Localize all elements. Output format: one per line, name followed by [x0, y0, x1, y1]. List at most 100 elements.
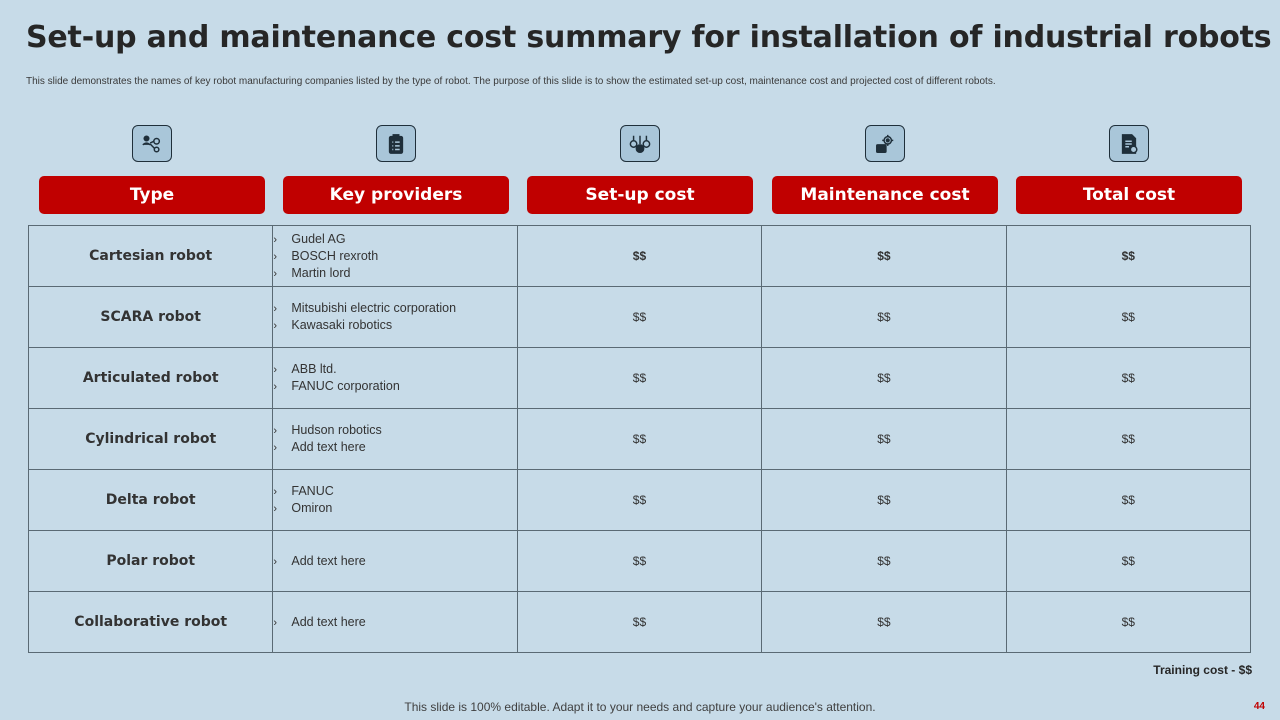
providers-cell: › Gudel AG › BOSCH rexroth › Martin lord [272, 225, 518, 287]
table-row: Collaborative robot › Add text here $$ $$ $$ [27, 591, 1252, 653]
money-balance-icon [620, 125, 660, 162]
header-total-cost: Total cost [1016, 176, 1242, 214]
setup-cost-cell: $$ [516, 225, 763, 287]
total-cost-cell: $$ [1005, 469, 1252, 531]
total-cost-cell: $$ [1005, 286, 1252, 348]
maintenance-cost-cell: $$ [761, 225, 1007, 287]
table-row: Delta robot › FANUC › Omiron $$ $$ $$ [27, 469, 1252, 531]
clipboard-list-icon [376, 125, 416, 162]
provider-name: Martin lord [291, 265, 351, 280]
maintenance-cost-cell: $$ [761, 286, 1007, 348]
providers-cell: › FANUC › Omiron [272, 469, 518, 531]
table-row: Cylindrical robot › Hudson robotics › Add te… [27, 408, 1252, 470]
providers-cell: › Hudson robotics › Add text here [272, 408, 518, 470]
provider-item: › Add text here [273, 439, 516, 456]
robot-type-cell: Collaborative robot [27, 591, 274, 653]
header-setup-cost: Set-up cost [527, 176, 753, 214]
provider-item: › BOSCH rexroth [273, 248, 516, 265]
chevron-right-icon: › [273, 555, 278, 568]
document-money-icon [1109, 125, 1149, 162]
chevron-right-icon: › [273, 486, 278, 498]
providers-list: › Mitsubishi electric corporation › Kawasak… [273, 300, 516, 334]
provider-name: Mitsubishi electric corporation [291, 301, 457, 315]
chevron-right-icon: › [273, 233, 278, 246]
provider-item: › Mitsubishi electric corporation [273, 300, 516, 317]
chevron-right-icon: › [273, 616, 278, 629]
maintenance-cost-cell: $$ [761, 530, 1007, 592]
provider-name: Add text here [291, 440, 366, 454]
setup-cost-cell: $$ [516, 469, 763, 531]
provider-name: FANUC [291, 484, 334, 498]
chevron-right-icon: › [273, 364, 278, 376]
chevron-right-icon: › [273, 425, 278, 437]
maintenance-cost-cell: $$ [761, 408, 1007, 470]
provider-name: Add text here [291, 614, 366, 629]
slide-title: Set-up and maintenance cost summary for … [26, 20, 1272, 55]
provider-item: › Kawasaki robotics [273, 317, 516, 334]
robot-type-cell: Cylindrical robot [27, 408, 274, 470]
provider-item: › FANUC [273, 483, 516, 500]
setup-cost-cell: $$ [516, 530, 763, 592]
chevron-right-icon: › [273, 250, 278, 263]
provider-item: › Martin lord [273, 265, 516, 282]
providers-cell: › Mitsubishi electric corporation › Kawasak… [272, 286, 518, 348]
robot-type-cell: Delta robot [27, 469, 274, 531]
setup-cost-cell: $$ [516, 347, 763, 409]
page-number: 44 [1253, 701, 1265, 712]
total-cost-cell: $$ [1005, 530, 1252, 592]
provider-name: FANUC corporation [291, 379, 400, 393]
provider-name: Hudson robotics [291, 423, 382, 437]
setup-cost-cell: $$ [516, 408, 763, 470]
provider-item: › Hudson robotics [273, 422, 516, 439]
robot-type-cell: SCARA robot [27, 286, 274, 348]
providers-cell: › ABB ltd. › FANUC corporation [272, 347, 518, 409]
training-cost: Training cost - $$ [1153, 663, 1252, 677]
chevron-right-icon: › [273, 442, 278, 454]
providers-list: › Add text here [273, 614, 516, 631]
table-row: Cartesian robot › Gudel AG › BOSCH rexroth › M… [27, 225, 1252, 287]
provider-name: Omiron [291, 501, 333, 515]
chevron-right-icon: › [273, 303, 278, 315]
header-key-providers: Key providers [283, 176, 509, 214]
slide-subtitle: This slide demonstrates the names of key… [26, 76, 996, 87]
maintenance-cost-cell: $$ [761, 347, 1007, 409]
provider-item: › Add text here [273, 553, 516, 570]
chevron-right-icon: › [273, 267, 278, 280]
providers-cell: › Add text here [272, 591, 518, 653]
total-cost-cell: $$ [1005, 225, 1252, 287]
setup-cost-cell: $$ [516, 286, 763, 348]
total-cost-cell: $$ [1005, 408, 1252, 470]
gear-money-icon [865, 125, 905, 162]
table-row: Polar robot › Add text here $$ $$ $$ [27, 530, 1252, 592]
provider-item: › ABB ltd. [273, 361, 516, 378]
total-cost-cell: $$ [1005, 347, 1252, 409]
provider-item: › Omiron [273, 500, 516, 517]
provider-name: Gudel AG [291, 231, 346, 246]
providers-list: › Gudel AG › BOSCH rexroth › Martin lord [273, 231, 516, 282]
provider-item: › FANUC corporation [273, 378, 516, 395]
maintenance-cost-cell: $$ [761, 591, 1007, 653]
provider-item: › Gudel AG [273, 231, 516, 248]
providers-list: › ABB ltd. › FANUC corporation [273, 361, 516, 395]
provider-item: › Add text here [273, 614, 516, 631]
provider-name: ABB ltd. [291, 362, 337, 376]
providers-list: › Add text here [273, 553, 516, 570]
table-row: SCARA robot › Mitsubishi electric corporat… [27, 286, 1252, 348]
chevron-right-icon: › [273, 503, 278, 515]
provider-name: Kawasaki robotics [291, 318, 393, 332]
provider-name: Add text here [291, 553, 366, 568]
providers-list: › Hudson robotics › Add text here [273, 422, 516, 456]
header-type: Type [39, 176, 265, 214]
chevron-right-icon: › [273, 381, 278, 393]
robot-type-cell: Polar robot [27, 530, 274, 592]
footer-note: This slide is 100% editable. Adapt it to… [404, 700, 876, 714]
people-network-icon [132, 125, 172, 162]
chevron-right-icon: › [273, 320, 278, 332]
providers-list: › FANUC › Omiron [273, 483, 516, 517]
robot-type-cell: Articulated robot [27, 347, 274, 409]
maintenance-cost-cell: $$ [761, 469, 1007, 531]
providers-cell: › Add text here [272, 530, 518, 592]
total-cost-cell: $$ [1005, 591, 1252, 653]
provider-name: BOSCH rexroth [291, 248, 379, 263]
header-maintenance-cost: Maintenance cost [772, 176, 998, 214]
